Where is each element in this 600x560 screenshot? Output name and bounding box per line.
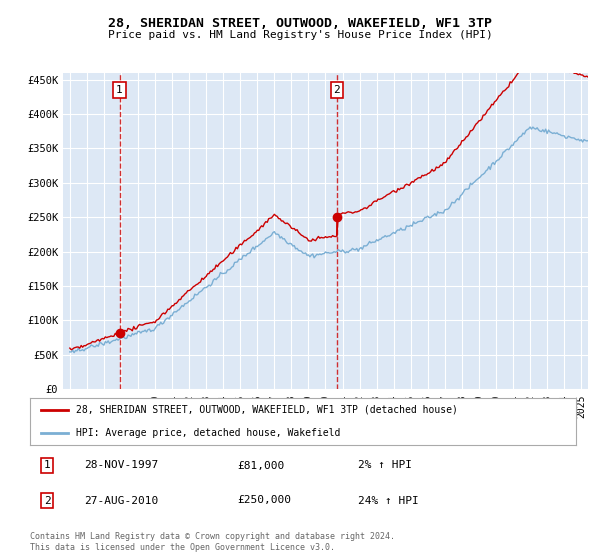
Text: Contains HM Land Registry data © Crown copyright and database right 2024.
This d: Contains HM Land Registry data © Crown c… <box>30 533 395 552</box>
Text: 28, SHERIDAN STREET, OUTWOOD, WAKEFIELD, WF1 3TP (detached house): 28, SHERIDAN STREET, OUTWOOD, WAKEFIELD,… <box>76 404 458 414</box>
Text: 28, SHERIDAN STREET, OUTWOOD, WAKEFIELD, WF1 3TP: 28, SHERIDAN STREET, OUTWOOD, WAKEFIELD,… <box>108 17 492 30</box>
Text: 2: 2 <box>44 496 50 506</box>
Text: 1: 1 <box>44 460 50 470</box>
Text: 2: 2 <box>334 85 340 95</box>
Text: HPI: Average price, detached house, Wakefield: HPI: Average price, detached house, Wake… <box>76 428 341 438</box>
Text: 28-NOV-1997: 28-NOV-1997 <box>85 460 159 470</box>
Text: £250,000: £250,000 <box>238 496 292 506</box>
Text: 24% ↑ HPI: 24% ↑ HPI <box>358 496 418 506</box>
Text: 2% ↑ HPI: 2% ↑ HPI <box>358 460 412 470</box>
Text: 1: 1 <box>116 85 123 95</box>
Text: £81,000: £81,000 <box>238 460 285 470</box>
Text: Price paid vs. HM Land Registry's House Price Index (HPI): Price paid vs. HM Land Registry's House … <box>107 30 493 40</box>
Text: 27-AUG-2010: 27-AUG-2010 <box>85 496 159 506</box>
